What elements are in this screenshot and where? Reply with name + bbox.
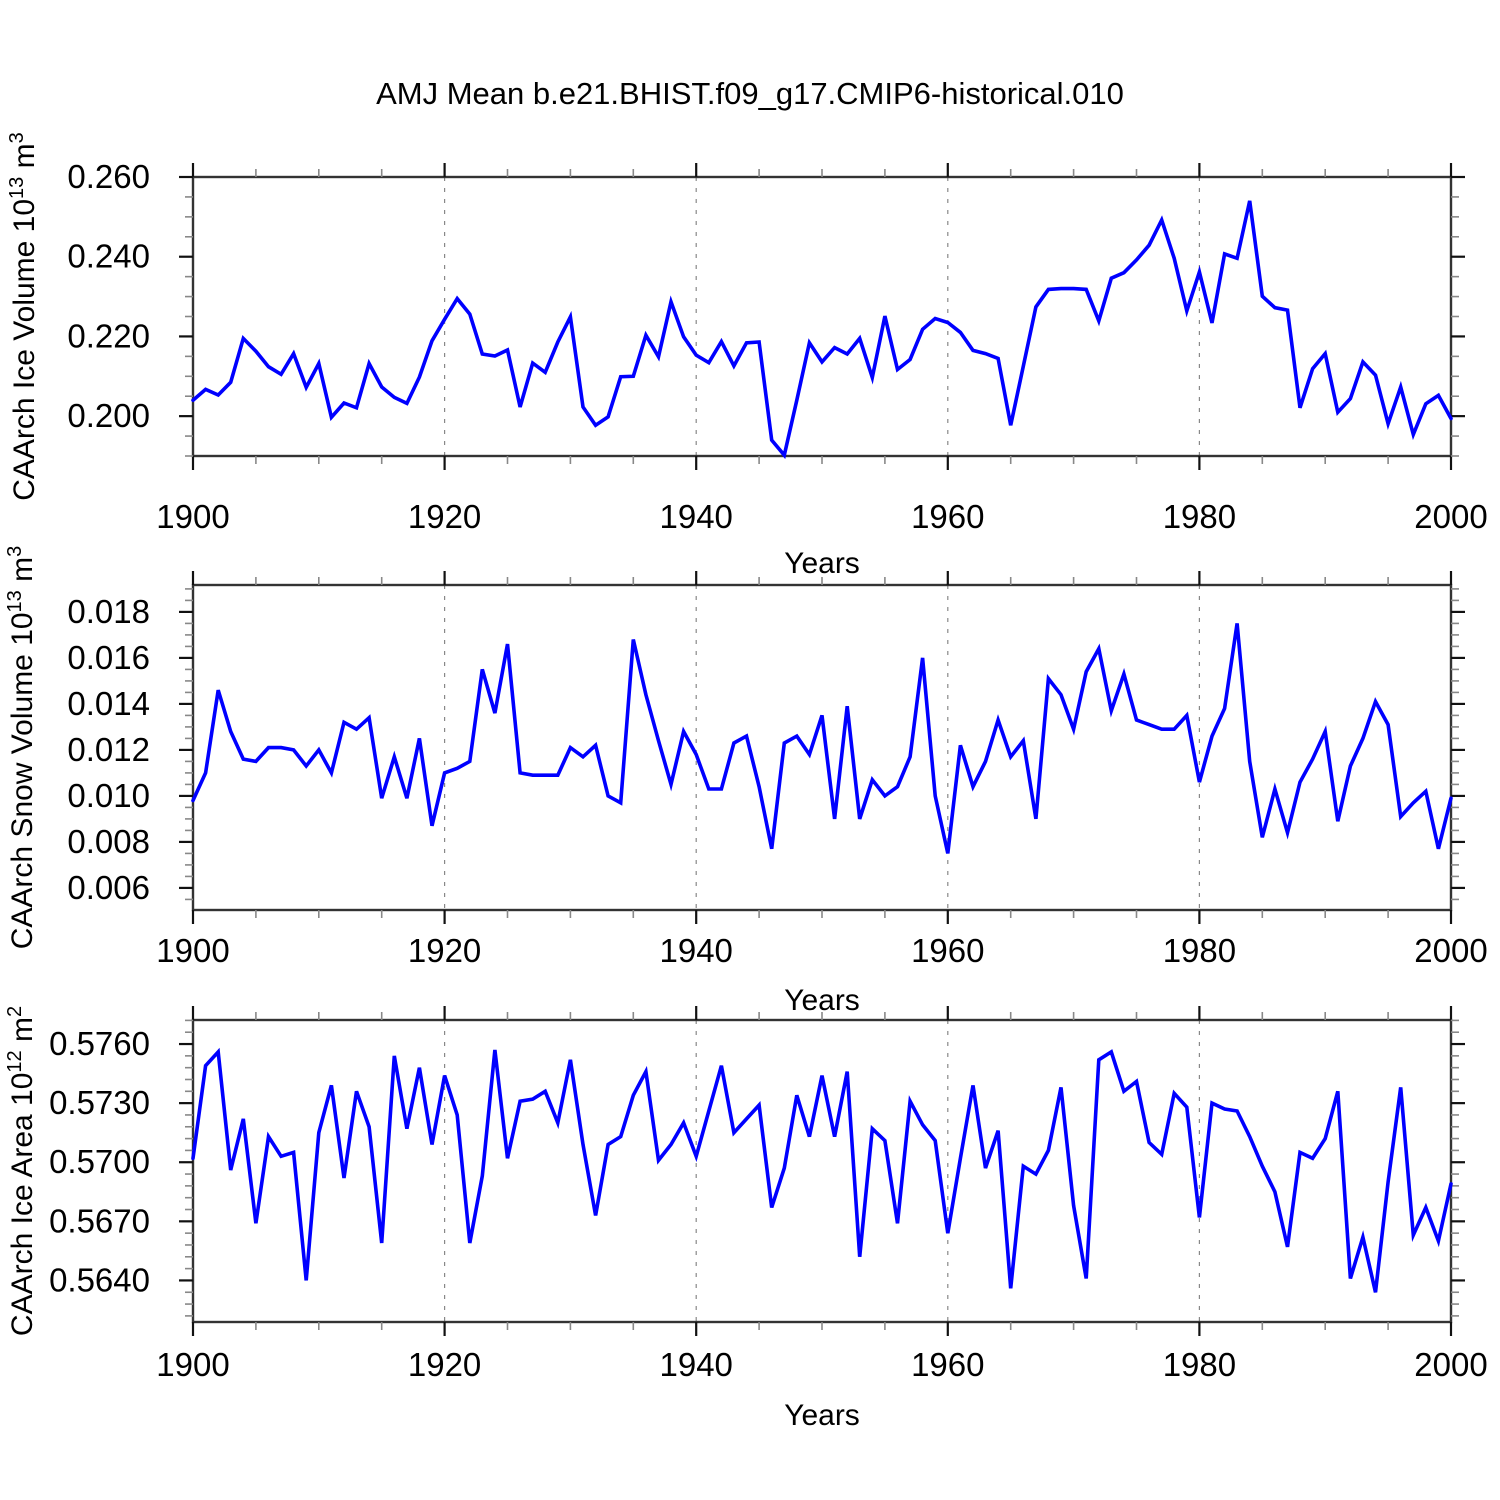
series-line-caarch-ice-area	[191, 1047, 1453, 1293]
x-axis-ticks	[191, 571, 1453, 924]
y-axis-title: CAArch Snow Volume 1013 m3	[4, 546, 39, 950]
x-axis-title: Years	[784, 547, 860, 580]
y-tick-label: 0.006	[67, 869, 150, 906]
x-tick-label-1920: 1920	[408, 932, 481, 969]
panel-caarch-snow-volume: 1900 1920 1940 1960 1980 2000 Years 0.006 0.008 0…	[4, 546, 1488, 1017]
x-tick-label-1940: 1940	[659, 498, 732, 535]
x-tick-label-1920: 1920	[408, 498, 481, 535]
y-tick-label: 0.5700	[49, 1143, 150, 1180]
series-line-caarch-snow-volume	[191, 623, 1453, 854]
y-tick-label: 0.260	[67, 158, 150, 195]
y-tick-label: 0.5670	[49, 1202, 150, 1239]
panel-caarch-ice-volume: 1900 1920 1940 1960 1980 2000 Years 0.200 0.220 0…	[6, 132, 1488, 580]
series-line-caarch-ice-volume	[191, 200, 1453, 460]
x-tick-label-2000: 2000	[1414, 932, 1487, 969]
y-tick-label: 0.5730	[49, 1084, 150, 1121]
x-tick-label-1960: 1960	[911, 932, 984, 969]
y-axis-ticks	[179, 1019, 1465, 1317]
y-axis-title: CAArch Ice Volume 1013 m3	[6, 132, 41, 501]
y-tick-label: 0.5640	[49, 1261, 150, 1298]
y-tick-label: 0.5760	[49, 1025, 150, 1062]
x-tick-label-1960: 1960	[911, 1346, 984, 1383]
x-axis-ticks	[191, 163, 1453, 470]
y-axis-ticks	[179, 175, 1465, 457]
x-axis-title: Years	[784, 1399, 860, 1432]
figure-title: AMJ Mean b.e21.BHIST.f09_g17.CMIP6-histo…	[376, 76, 1124, 111]
x-axis-title: Years	[784, 984, 860, 1017]
x-tick-label-1980: 1980	[1163, 1346, 1236, 1383]
x-tick-label-1980: 1980	[1163, 932, 1236, 969]
x-tick-label-1980: 1980	[1163, 498, 1236, 535]
y-tick-label: 0.010	[67, 777, 150, 814]
y-tick-label: 0.012	[67, 731, 150, 768]
x-tick-label-1900: 1900	[156, 932, 229, 969]
panel-caarch-ice-area: 1900 1920 1940 1960 1980 2000 Years 0.5640 0.567…	[4, 1006, 1488, 1432]
x-tick-label-1940: 1940	[659, 932, 732, 969]
y-tick-label: 0.008	[67, 823, 150, 860]
x-tick-label-1900: 1900	[156, 498, 229, 535]
y-tick-label: 0.200	[67, 397, 150, 434]
x-tick-label-1900: 1900	[156, 1346, 229, 1383]
plot-frame	[191, 175, 1453, 458]
y-tick-label: 0.220	[67, 317, 150, 354]
y-axis-ticks	[179, 588, 1465, 901]
y-tick-label: 0.014	[67, 685, 150, 722]
x-tick-label-1960: 1960	[911, 498, 984, 535]
x-tick-label-1940: 1940	[659, 1346, 732, 1383]
y-tick-label: 0.018	[67, 593, 150, 630]
x-tick-label-2000: 2000	[1414, 1346, 1487, 1383]
plot-frame	[191, 583, 1453, 912]
y-tick-label: 0.240	[67, 238, 150, 275]
x-tick-label-2000: 2000	[1414, 498, 1487, 535]
plot-frame	[191, 1018, 1453, 1324]
y-tick-label: 0.016	[67, 639, 150, 676]
x-tick-label-1920: 1920	[408, 1346, 481, 1383]
y-axis-title: CAArch Ice Area 1012 m2	[4, 1006, 39, 1336]
x-axis-ticks	[191, 1006, 1453, 1336]
